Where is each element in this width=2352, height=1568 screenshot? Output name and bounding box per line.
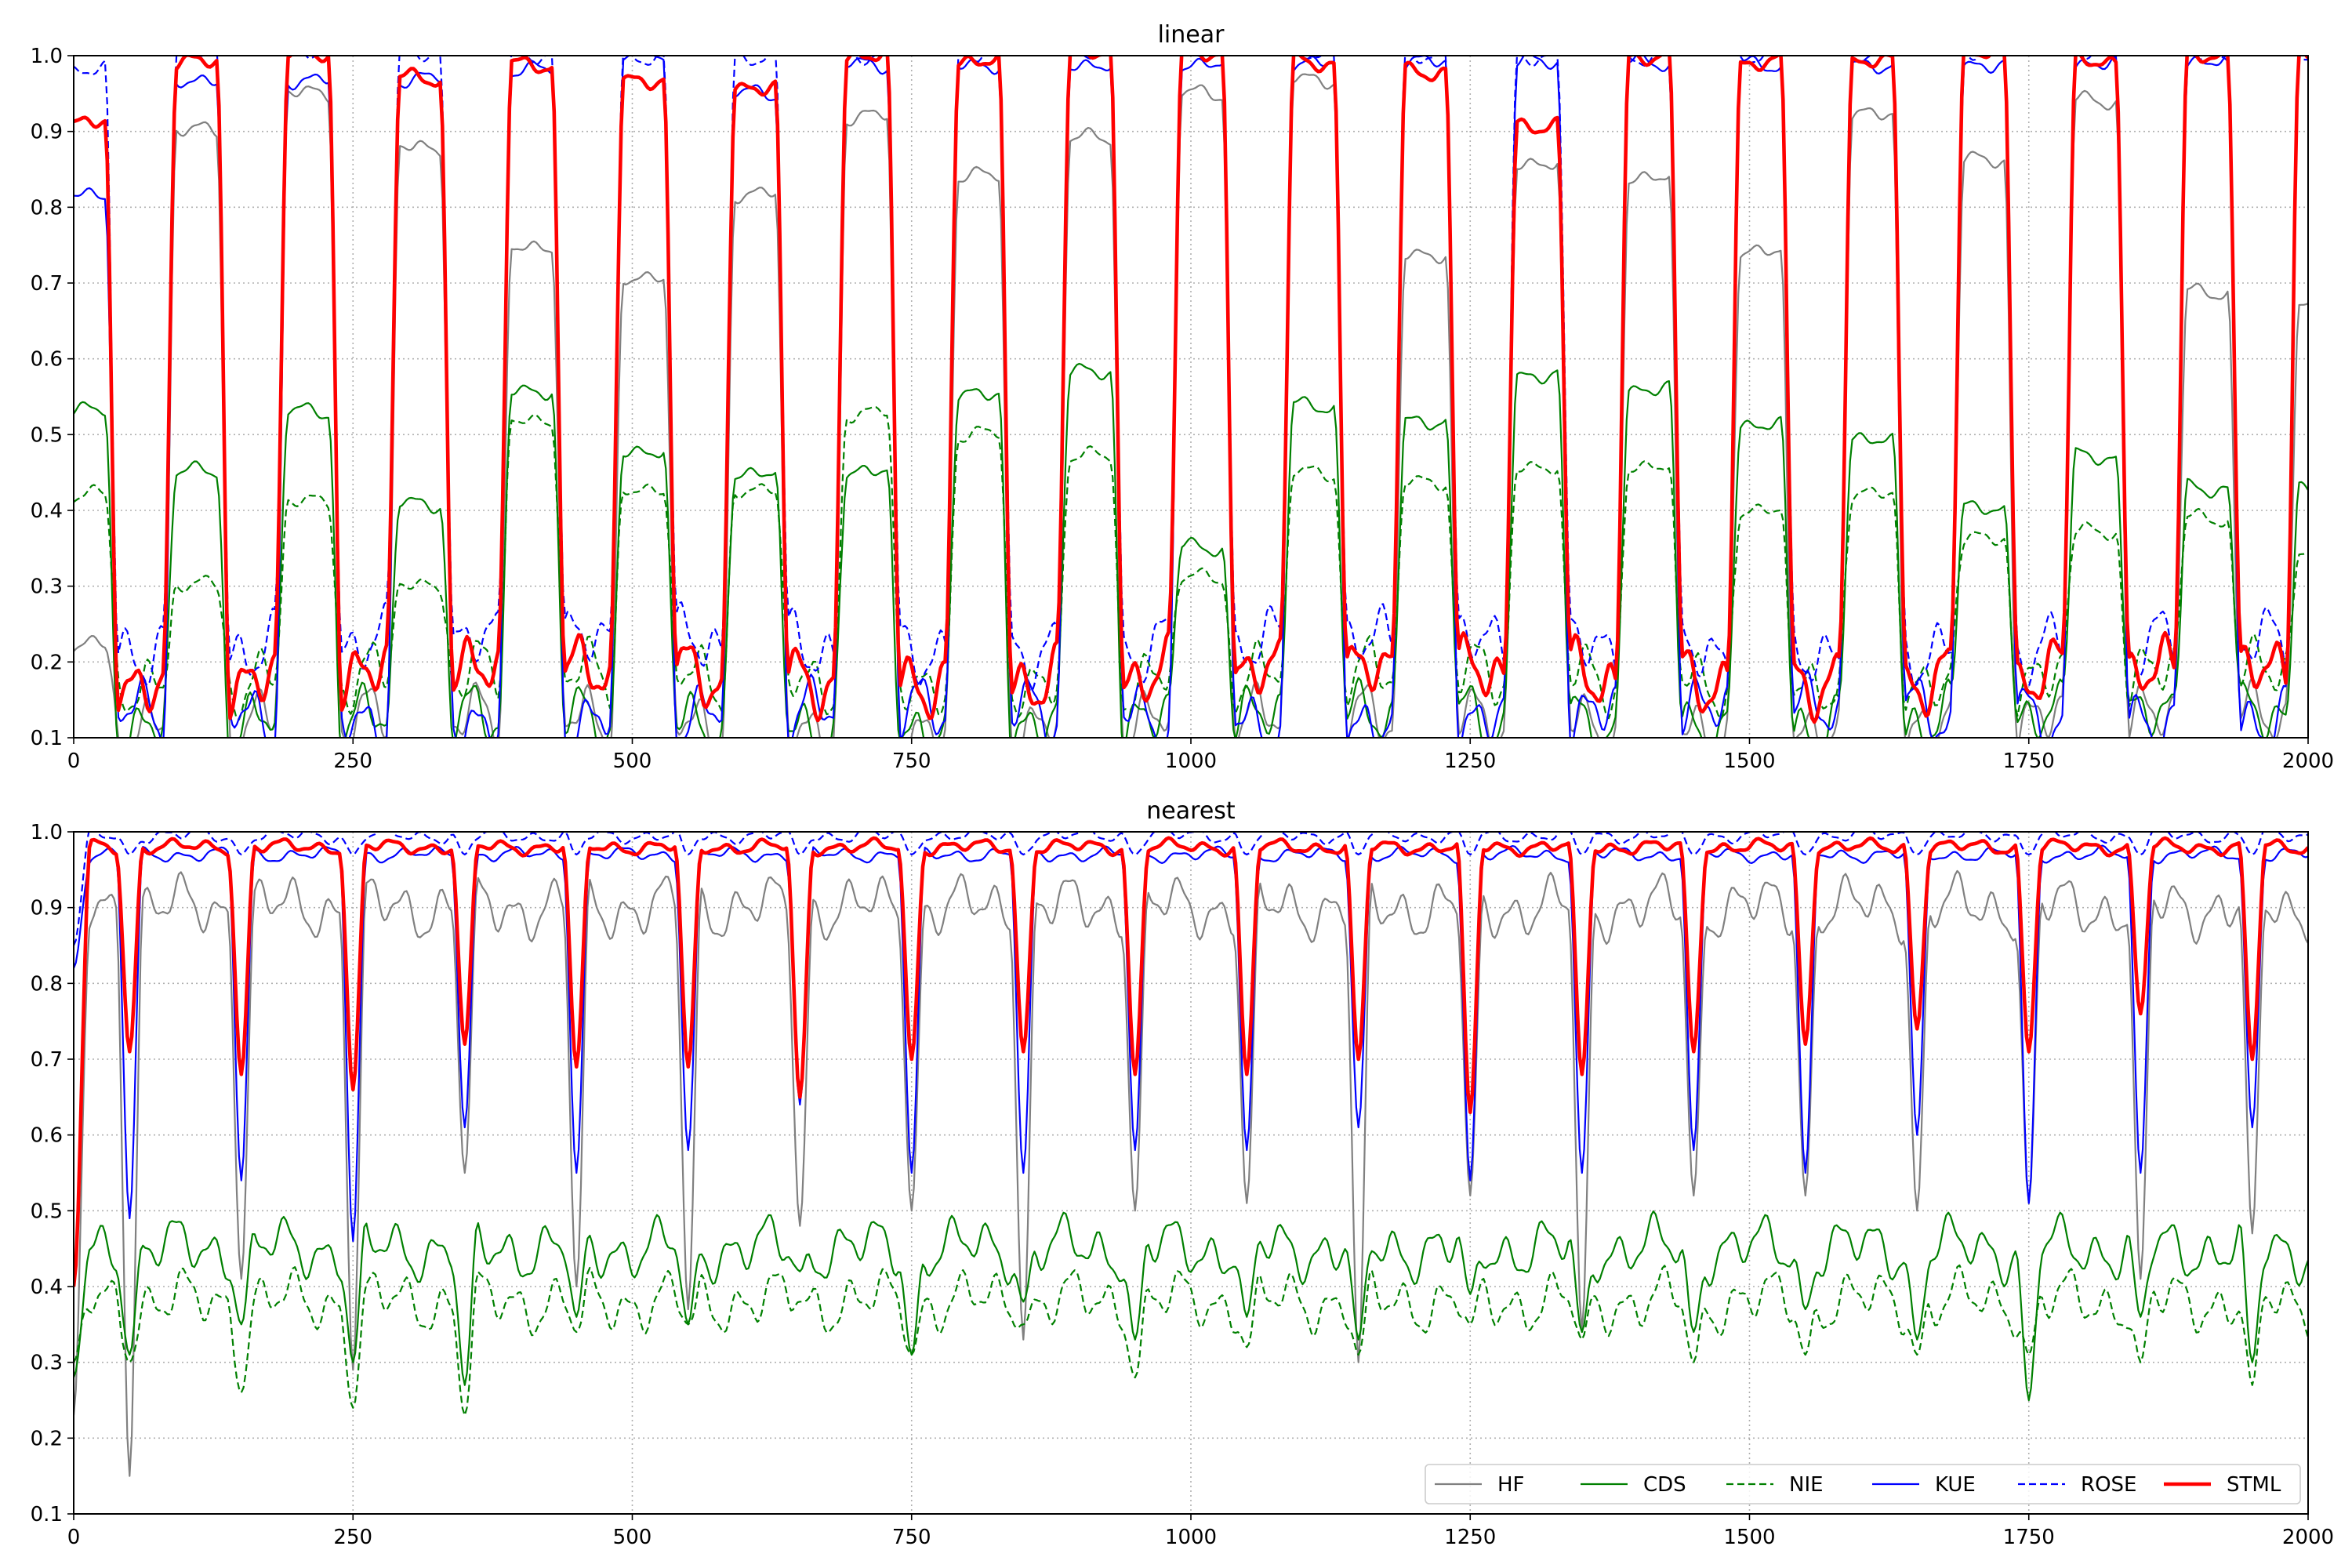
series-line-hf (74, 869, 2308, 1477)
x-tick-label: 2000 (2282, 750, 2334, 773)
y-tick-label: 0.4 (31, 1276, 63, 1299)
y-tick-label: 0.3 (31, 1352, 63, 1375)
y-tick-label: 0.4 (31, 499, 63, 523)
y-tick-label: 0.5 (31, 423, 63, 447)
series-line-nie (74, 1264, 2308, 1417)
chart-title-nearest: nearest (1146, 797, 1236, 825)
y-tick-label: 0.9 (31, 897, 63, 920)
x-tick-label: 1250 (1444, 1526, 1496, 1549)
x-tick-label: 1000 (1165, 1526, 1217, 1549)
legend-label: STML (2227, 1473, 2281, 1497)
series-line-cds (74, 362, 2308, 738)
y-tick-label: 1.0 (31, 821, 63, 844)
series-line-stml (74, 56, 2308, 724)
y-tick-label: 0.2 (31, 1427, 63, 1450)
y-tick-label: 0.7 (31, 1048, 63, 1072)
x-tick-label: 1000 (1165, 750, 1217, 773)
legend: HF CDS NIE KUE ROSE STML (1425, 1464, 2301, 1504)
x-axis-linear: 0 250 500 750 1000 1250 1500 1750 2000 (67, 738, 2334, 773)
series-line-nie (74, 405, 2308, 721)
y-tick-label: 0.6 (31, 348, 63, 372)
x-tick-label: 750 (892, 750, 931, 773)
x-tick-label: 250 (333, 1526, 372, 1549)
x-tick-label: 0 (67, 1526, 81, 1549)
y-tick-label: 0.3 (31, 575, 63, 599)
x-tick-label: 500 (613, 750, 652, 773)
y-tick-label: 0.8 (31, 972, 63, 996)
x-tick-label: 1250 (1444, 750, 1496, 773)
y-tick-label: 0.9 (31, 121, 63, 144)
y-axis-linear: 0.1 0.2 0.3 0.4 0.5 0.6 0.7 0.8 0.9 1.0 (31, 45, 74, 750)
series-line-cds (74, 1210, 2308, 1402)
chart-title-linear: linear (1158, 21, 1225, 49)
x-tick-label: 250 (333, 750, 372, 773)
x-tick-label: 750 (892, 1526, 931, 1549)
series-line-stml (74, 836, 2308, 1287)
legend-label: ROSE (2081, 1473, 2136, 1497)
legend-label: HF (1497, 1473, 1525, 1497)
chart-panel-nearest: nearest 0 250 500 750 1000 1250 1500 1750 2000 0… (31, 797, 2334, 1549)
y-tick-label: 0.5 (31, 1200, 63, 1223)
x-tick-label: 0 (67, 750, 81, 773)
legend-label: NIE (1789, 1473, 1824, 1497)
x-tick-label: 1500 (1723, 750, 1775, 773)
grid-nearest (74, 832, 2308, 1514)
chart-panel-linear: linear 0 250 500 750 1000 1250 1500 1750 2000 0.… (31, 21, 2334, 773)
y-axis-nearest: 0.1 0.2 0.3 0.4 0.5 0.6 0.7 0.8 0.9 1.0 (31, 821, 74, 1526)
legend-label: CDS (1643, 1473, 1686, 1497)
y-tick-label: 0.6 (31, 1124, 63, 1148)
y-tick-label: 0.1 (31, 1503, 63, 1526)
x-tick-label: 1500 (1723, 1526, 1775, 1549)
x-tick-label: 1750 (2003, 1526, 2055, 1549)
y-tick-label: 1.0 (31, 45, 63, 68)
x-axis-nearest: 0 250 500 750 1000 1250 1500 1750 2000 (67, 1514, 2334, 1549)
y-tick-label: 0.2 (31, 651, 63, 674)
y-tick-label: 0.1 (31, 727, 63, 750)
x-tick-label: 500 (613, 1526, 652, 1549)
series-lines-nearest (74, 832, 2308, 1477)
y-tick-label: 0.8 (31, 196, 63, 220)
x-tick-label: 2000 (2282, 1526, 2334, 1549)
legend-label: KUE (1935, 1473, 1976, 1497)
x-tick-label: 1750 (2003, 750, 2055, 773)
legend-box (1425, 1464, 2301, 1504)
y-tick-label: 0.7 (31, 272, 63, 296)
series-lines-linear (74, 56, 2308, 738)
